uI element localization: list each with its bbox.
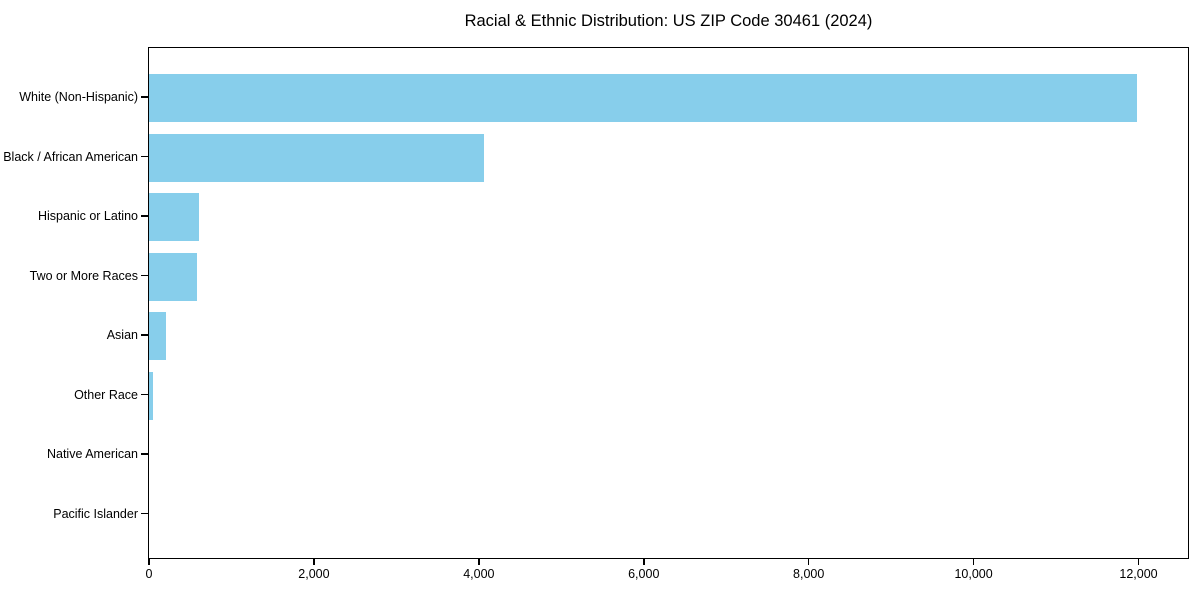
bar-black-african-american	[149, 133, 484, 182]
x-tick-label-0: 0	[145, 567, 153, 581]
y-label-asian: Asian	[106, 328, 138, 342]
bar-hispanic-or-latino	[149, 193, 199, 241]
chart-title: Racial & Ethnic Distribution: US ZIP Cod…	[464, 12, 873, 30]
x-tick-label-10-000: 10,000	[954, 567, 993, 581]
y-label-pacific-islander: Pacific Islander	[53, 506, 138, 521]
y-tick-mark	[141, 215, 148, 217]
y-tick-mark	[141, 453, 148, 455]
x-tick-label-2-000: 2,000	[298, 567, 330, 581]
y-label-two-or-more-races: Two or More Races	[29, 268, 138, 283]
y-tick-mark	[141, 393, 148, 396]
x-tick-mark	[1137, 558, 1140, 565]
x-tick-label-8-000: 8,000	[793, 567, 825, 581]
plot-area	[148, 47, 1189, 559]
bar-other-race	[149, 371, 153, 420]
y-label-black-african-american: Black / African American	[3, 149, 138, 164]
x-tick-mark	[972, 558, 975, 565]
x-tick-label-6-000: 6,000	[628, 567, 660, 581]
bar-two-or-more-races	[149, 252, 197, 301]
x-tick-mark	[807, 558, 810, 565]
y-label-hispanic-or-latino: Hispanic or Latino	[37, 209, 138, 223]
x-tick-mark	[148, 558, 150, 565]
y-tick-mark	[141, 334, 148, 336]
bar-asian	[149, 312, 166, 360]
y-label-white-non-hispanic: White (Non-Hispanic)	[19, 90, 138, 104]
y-tick-mark	[141, 274, 148, 277]
x-tick-mark	[643, 558, 645, 565]
y-tick-mark	[141, 512, 148, 515]
y-tick-mark	[141, 155, 148, 158]
y-label-native-american: Native American	[46, 447, 138, 461]
bar-white-non-hispanic	[149, 74, 1137, 122]
y-tick-mark	[141, 96, 148, 98]
y-label-other-race: Other Race	[74, 387, 138, 402]
x-tick-label-4-000: 4,000	[463, 567, 495, 581]
x-tick-mark	[478, 558, 480, 565]
x-tick-mark	[313, 558, 315, 565]
x-tick-label-12-000: 12,000	[1119, 567, 1158, 581]
